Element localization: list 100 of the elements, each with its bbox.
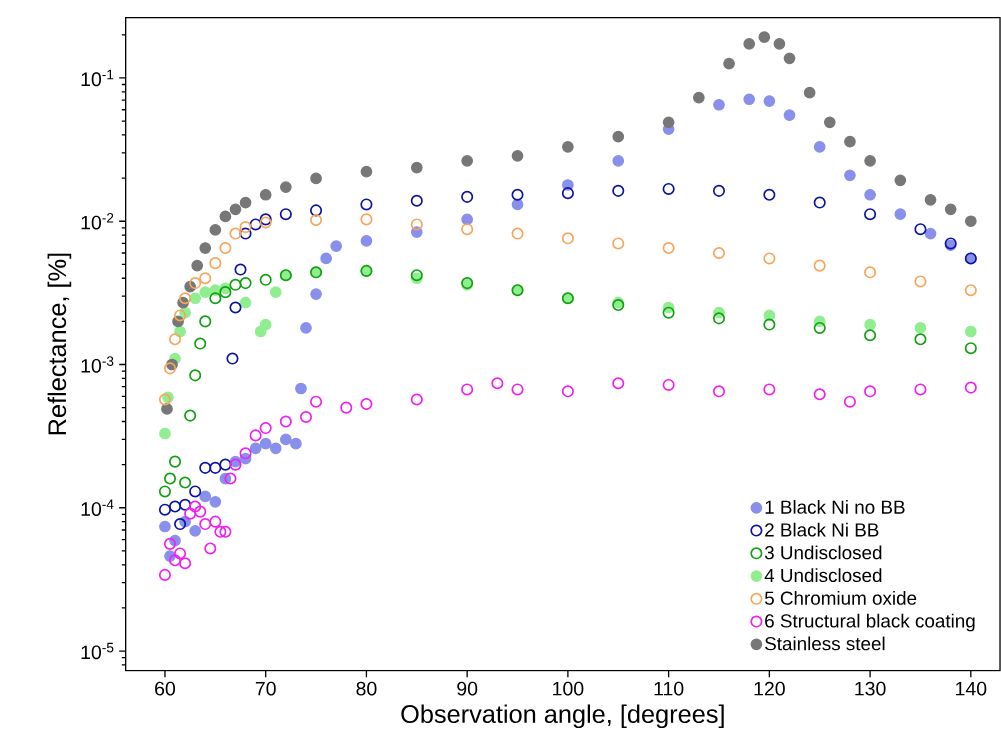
point (310, 395, 323, 408)
point (713, 98, 725, 111)
point (249, 442, 262, 455)
point (239, 296, 252, 309)
point (511, 150, 524, 162)
legend-label: 6 Structural black coating (765, 613, 975, 632)
point (174, 518, 187, 531)
point (360, 398, 373, 411)
point (259, 188, 272, 201)
legend-label: 1 Black Ni no BB (765, 500, 905, 514)
point (612, 377, 625, 390)
point (712, 312, 726, 325)
point (723, 57, 735, 70)
point (300, 322, 312, 334)
x-tick-label: 80 (356, 681, 377, 696)
point (229, 227, 242, 240)
point (174, 547, 187, 560)
point (864, 188, 876, 201)
point (209, 496, 222, 508)
y-tick-label: 10$^{-3}$ (81, 356, 114, 373)
point (662, 116, 675, 129)
point (310, 204, 323, 217)
point (561, 232, 574, 245)
point (491, 377, 504, 390)
point (410, 161, 423, 174)
point (964, 215, 977, 228)
point (914, 322, 927, 334)
point (159, 520, 171, 533)
point (168, 554, 182, 567)
point (914, 333, 927, 346)
point (290, 437, 302, 450)
point (259, 273, 272, 286)
point (259, 422, 272, 435)
point (163, 472, 177, 485)
point (184, 507, 197, 520)
point (189, 292, 202, 305)
point (259, 437, 272, 450)
point (179, 498, 192, 511)
y-tick-label: 10$^{-1}$ (81, 69, 114, 87)
point (360, 213, 373, 226)
point (763, 318, 776, 331)
point (964, 381, 977, 394)
point (224, 472, 237, 485)
point (310, 288, 322, 301)
point (295, 382, 307, 395)
point (199, 490, 212, 503)
legend-label: 2 Black Ni BB (765, 522, 879, 537)
point (662, 378, 675, 392)
point (511, 383, 524, 396)
point (199, 272, 212, 285)
point (189, 485, 202, 498)
point (712, 385, 726, 398)
point (179, 292, 192, 305)
point (461, 213, 474, 226)
point (199, 461, 212, 474)
point (894, 208, 907, 221)
point (279, 415, 292, 428)
point (168, 455, 182, 468)
point (249, 218, 262, 231)
point (184, 409, 197, 422)
point (158, 568, 172, 582)
point (864, 329, 877, 342)
point (461, 223, 474, 236)
point (864, 385, 877, 398)
point (562, 141, 574, 153)
point (219, 286, 232, 299)
point (219, 525, 232, 538)
point (758, 31, 771, 43)
x-tick-label: 110 (654, 681, 684, 696)
point (299, 411, 313, 424)
point (189, 369, 202, 382)
point (783, 52, 796, 65)
point (310, 172, 322, 185)
point (712, 184, 726, 197)
x-tick-label: 140 (956, 681, 987, 696)
point (269, 442, 282, 455)
point (159, 427, 171, 440)
point (612, 184, 625, 197)
point (813, 321, 826, 335)
y-tick-label: 10$^{-2}$ (81, 213, 114, 230)
point (864, 208, 877, 221)
point (813, 388, 826, 401)
point (239, 447, 252, 460)
point (944, 203, 957, 216)
point (219, 458, 232, 471)
point (844, 169, 856, 182)
point (161, 403, 173, 415)
point (964, 325, 977, 338)
point (612, 155, 625, 167)
point (561, 187, 574, 200)
point (561, 385, 574, 398)
point (712, 247, 726, 260)
point (234, 263, 247, 276)
point (964, 284, 977, 297)
point (964, 342, 977, 355)
point (199, 315, 212, 328)
y-tick-label: 10$^{-5}$ (81, 642, 114, 660)
point (158, 503, 172, 516)
point (360, 198, 373, 211)
point (763, 95, 776, 107)
